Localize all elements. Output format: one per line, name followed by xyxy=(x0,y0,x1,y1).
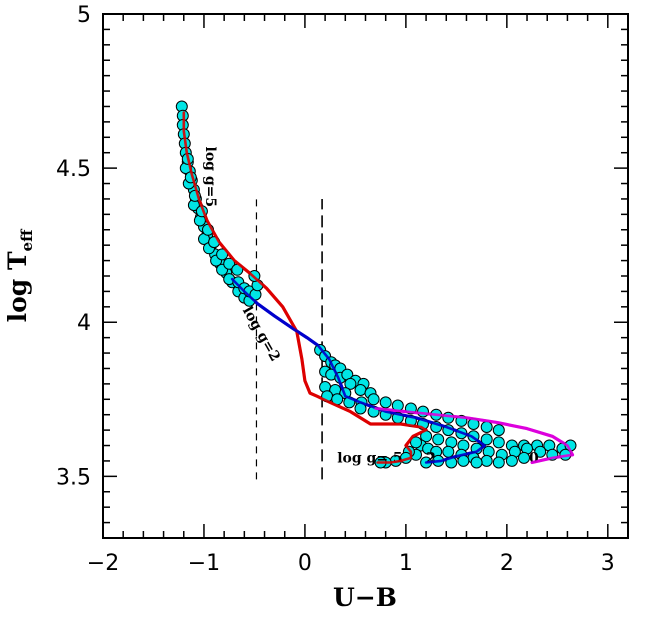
y-tick-label: 4.5 xyxy=(56,157,91,182)
annotation-label: 2 xyxy=(426,450,436,466)
annotation-label: 0 xyxy=(529,450,539,466)
x-tick-label: 0 xyxy=(298,551,312,576)
annotation-label: log g=2 xyxy=(239,304,283,364)
annotations: log g=5 log g=2 log g= 5 2 0 xyxy=(202,147,539,467)
model-curve-overlay xyxy=(374,407,574,464)
x-axis-title: U−B xyxy=(333,583,397,612)
data-point xyxy=(492,424,505,437)
data-point xyxy=(442,411,455,424)
annotation-label: log g=5 xyxy=(202,147,218,208)
x-tick-label: −1 xyxy=(188,551,220,576)
model-curve-overlay xyxy=(230,277,486,464)
data-point xyxy=(457,454,470,467)
y-axis-title-sub: eff xyxy=(18,228,36,252)
y-axis-title: log Teff xyxy=(3,228,36,323)
data-point xyxy=(480,421,493,433)
data-point xyxy=(367,393,380,406)
data-point xyxy=(470,456,483,469)
data-point xyxy=(354,384,367,396)
data-point xyxy=(505,454,518,467)
data-point xyxy=(379,396,392,409)
x-tick-label: −2 xyxy=(87,551,119,576)
data-point xyxy=(442,445,455,458)
x-tick-label: 2 xyxy=(500,551,514,576)
data-point xyxy=(534,445,547,458)
model-curve-overlay xyxy=(182,111,428,464)
data-point xyxy=(432,433,445,446)
y-tick-label: 3.5 xyxy=(56,465,91,490)
data-point xyxy=(480,454,493,467)
data-point xyxy=(344,377,357,390)
data-point xyxy=(223,257,236,270)
axis-tick-labels: −2 −1 0 1 2 3 3.5 4 4.5 5 xyxy=(56,3,615,576)
data-point xyxy=(480,433,493,446)
axis-ticks xyxy=(102,13,629,539)
data-point xyxy=(492,436,505,449)
y-axis-title-main: log T xyxy=(3,251,32,322)
y-tick-label: 4 xyxy=(77,311,91,336)
data-point xyxy=(518,451,530,464)
y-tick-label: 5 xyxy=(77,3,91,28)
reference-lines xyxy=(255,198,323,480)
data-point xyxy=(417,405,429,418)
data-point xyxy=(492,456,505,469)
annotation-label: log g= 5 xyxy=(337,450,402,466)
data-point xyxy=(410,436,422,449)
x-tick-label: 1 xyxy=(399,551,413,576)
x-tick-label: 3 xyxy=(601,551,615,576)
